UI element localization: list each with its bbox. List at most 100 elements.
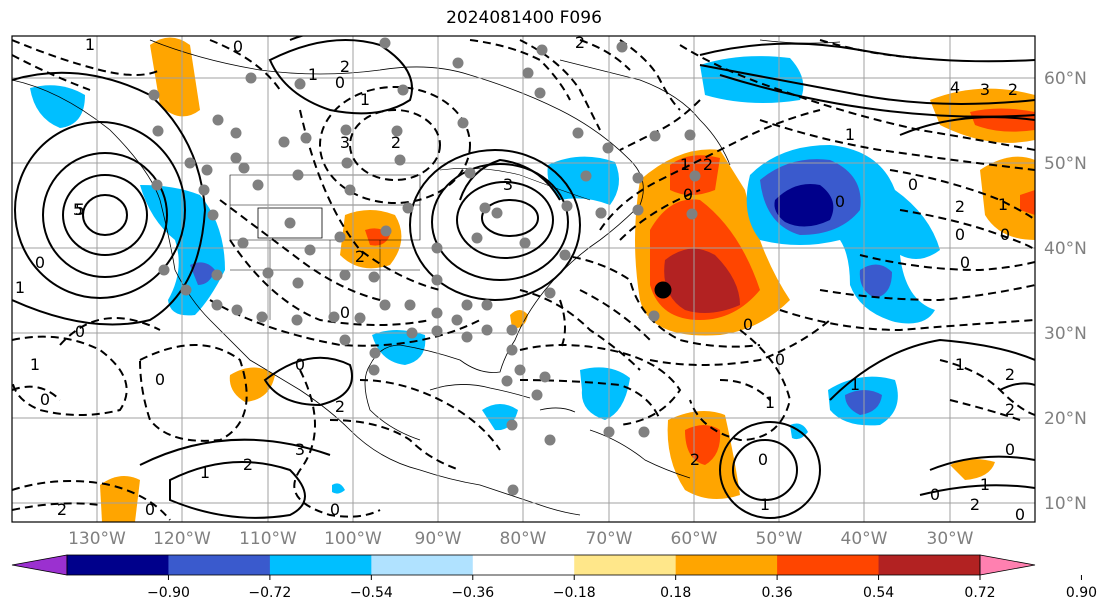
blue-anomaly-region (547, 156, 619, 205)
colorbar-extend-max (979, 554, 1036, 576)
blue-anomaly-region (332, 483, 345, 494)
colorbar-bin (67, 555, 169, 575)
lon-tick-label: 110°W (239, 529, 297, 549)
contour-label: 1 (30, 355, 40, 374)
contour-label: 0 (40, 390, 50, 409)
contour-label: 0 (835, 192, 845, 211)
contour-label: 1 (680, 155, 690, 174)
colorbar-tick-label: −0.90 (147, 585, 190, 601)
lon-tick-label: 120°W (153, 529, 211, 549)
contour-label: 0 (930, 485, 940, 504)
contour-label: 0 (960, 253, 970, 272)
darkred-anomaly-region (664, 248, 740, 314)
contour-label: 1 (955, 355, 965, 374)
negative-contours (12, 39, 1035, 521)
contour-label: 1 (998, 195, 1008, 214)
contour-label: 0 (155, 370, 165, 389)
contour-label: 2 (970, 495, 980, 514)
colorbar-tick-label: −0.36 (451, 585, 494, 601)
colorbar-bin (269, 555, 372, 575)
colorbar-bin (878, 555, 981, 575)
contour-label: 2 (703, 155, 713, 174)
lon-tick-label: 40°W (841, 529, 888, 549)
lon-tick-label: 100°W (324, 529, 382, 549)
contour-label: 1 (85, 35, 95, 54)
red-anomaly-region (970, 108, 1035, 132)
medium-blue-anomaly-region (859, 264, 892, 298)
colorbar-tick-label: 0.54 (863, 585, 894, 601)
contour-label: 1 (15, 278, 25, 297)
contour-label: 1 (765, 393, 775, 412)
contour-label: 2 (340, 57, 350, 76)
contour-label: 0 (233, 37, 243, 56)
dark-blue-anomaly-region (774, 184, 834, 227)
contour-label: 1 (360, 90, 370, 109)
contour-label: 1 (980, 475, 990, 494)
chart-title: 2024081400 F096 (446, 8, 602, 28)
orange-anomaly-region (950, 459, 995, 480)
colorbar-bin (168, 555, 271, 575)
contour-label: 2 (243, 455, 253, 474)
orange-anomaly-region (229, 367, 275, 402)
colorbar-frame (66, 554, 981, 576)
contour-label: 0 (145, 500, 155, 519)
orange-anomaly-region (150, 37, 200, 117)
contour-label: 0 (340, 303, 350, 322)
lat-tick-label: 40°N (1044, 239, 1087, 259)
contour-label: 0 (295, 355, 305, 374)
contour-label: 0 (908, 175, 918, 194)
lon-tick-label: 80°W (500, 529, 547, 549)
blue-anomaly-region (30, 85, 85, 128)
orange-anomaly-region (980, 156, 1035, 240)
lat-tick-label: 60°N (1044, 69, 1087, 89)
colorbar-tick-label: −0.72 (248, 585, 291, 601)
contour-label: 4 (950, 78, 960, 97)
colorbar-bin (777, 555, 880, 575)
red-anomaly-region (1020, 190, 1035, 215)
contour-label: 2 (391, 133, 401, 152)
contour-label: 3 (980, 80, 990, 99)
colorbar-bin (371, 555, 474, 575)
contour-label: 5 (75, 200, 85, 219)
orange-anomaly-region (100, 476, 140, 522)
colorbar-tick-label: 0.36 (762, 585, 793, 601)
contour-label: 2 (955, 197, 965, 216)
contour-label: 1 (200, 463, 210, 482)
contour-label: 2 (1005, 365, 1015, 384)
contour-label: 1 (308, 65, 318, 84)
lon-tick-label: 50°W (756, 529, 803, 549)
colorbar-bin (574, 555, 677, 575)
lat-tick-label: 10°N (1044, 494, 1087, 514)
contour-label: 0 (335, 73, 345, 92)
contour-label: 0 (743, 315, 753, 334)
highlighted-station-marker (654, 281, 672, 299)
contour-label: 3 (295, 440, 305, 459)
contour-label: 1 (850, 375, 860, 394)
station-markers (148, 37, 701, 496)
colorbar-tick-label: −0.54 (350, 585, 393, 601)
latitude-labels: 60°N 50°N 40°N 30°N 20°N 10°N (1044, 69, 1087, 514)
colorbar: −0.90 −0.72 −0.54 −0.36 −0.18 0.18 0.36 0.54 0.7… (11, 554, 1097, 601)
longitude-labels: 130°W 120°W 110°W 100°W 90°W 80°W 70°W 6… (68, 529, 974, 549)
colorbar-tick-label: 0.90 (1066, 585, 1097, 601)
map-frame (11, 35, 1036, 523)
contour-label: 2 (690, 450, 700, 469)
colorbar-tick-label: 0.72 (964, 585, 995, 601)
contour-label: 3 (503, 175, 513, 194)
lat-tick-label: 30°N (1044, 324, 1087, 344)
contour-label: 2 (1005, 400, 1015, 419)
colorbar-bin (675, 555, 778, 575)
contour-label: 0 (75, 322, 85, 341)
colorbar-tick-label: 0.18 (660, 585, 691, 601)
lon-tick-label: 130°W (68, 529, 126, 549)
contour-label: 0 (1000, 225, 1010, 244)
colorbar-tick-label: −0.18 (553, 585, 596, 601)
contour-label: 0 (758, 450, 768, 469)
contour-label: 2 (575, 33, 585, 52)
contour-label: 0 (683, 185, 693, 204)
lon-tick-label: 60°W (671, 529, 718, 549)
contour-label: 0 (1015, 505, 1025, 524)
contour-label: 0 (775, 350, 785, 369)
contour-label: 0 (955, 225, 965, 244)
contour-label: 0 (35, 253, 45, 272)
